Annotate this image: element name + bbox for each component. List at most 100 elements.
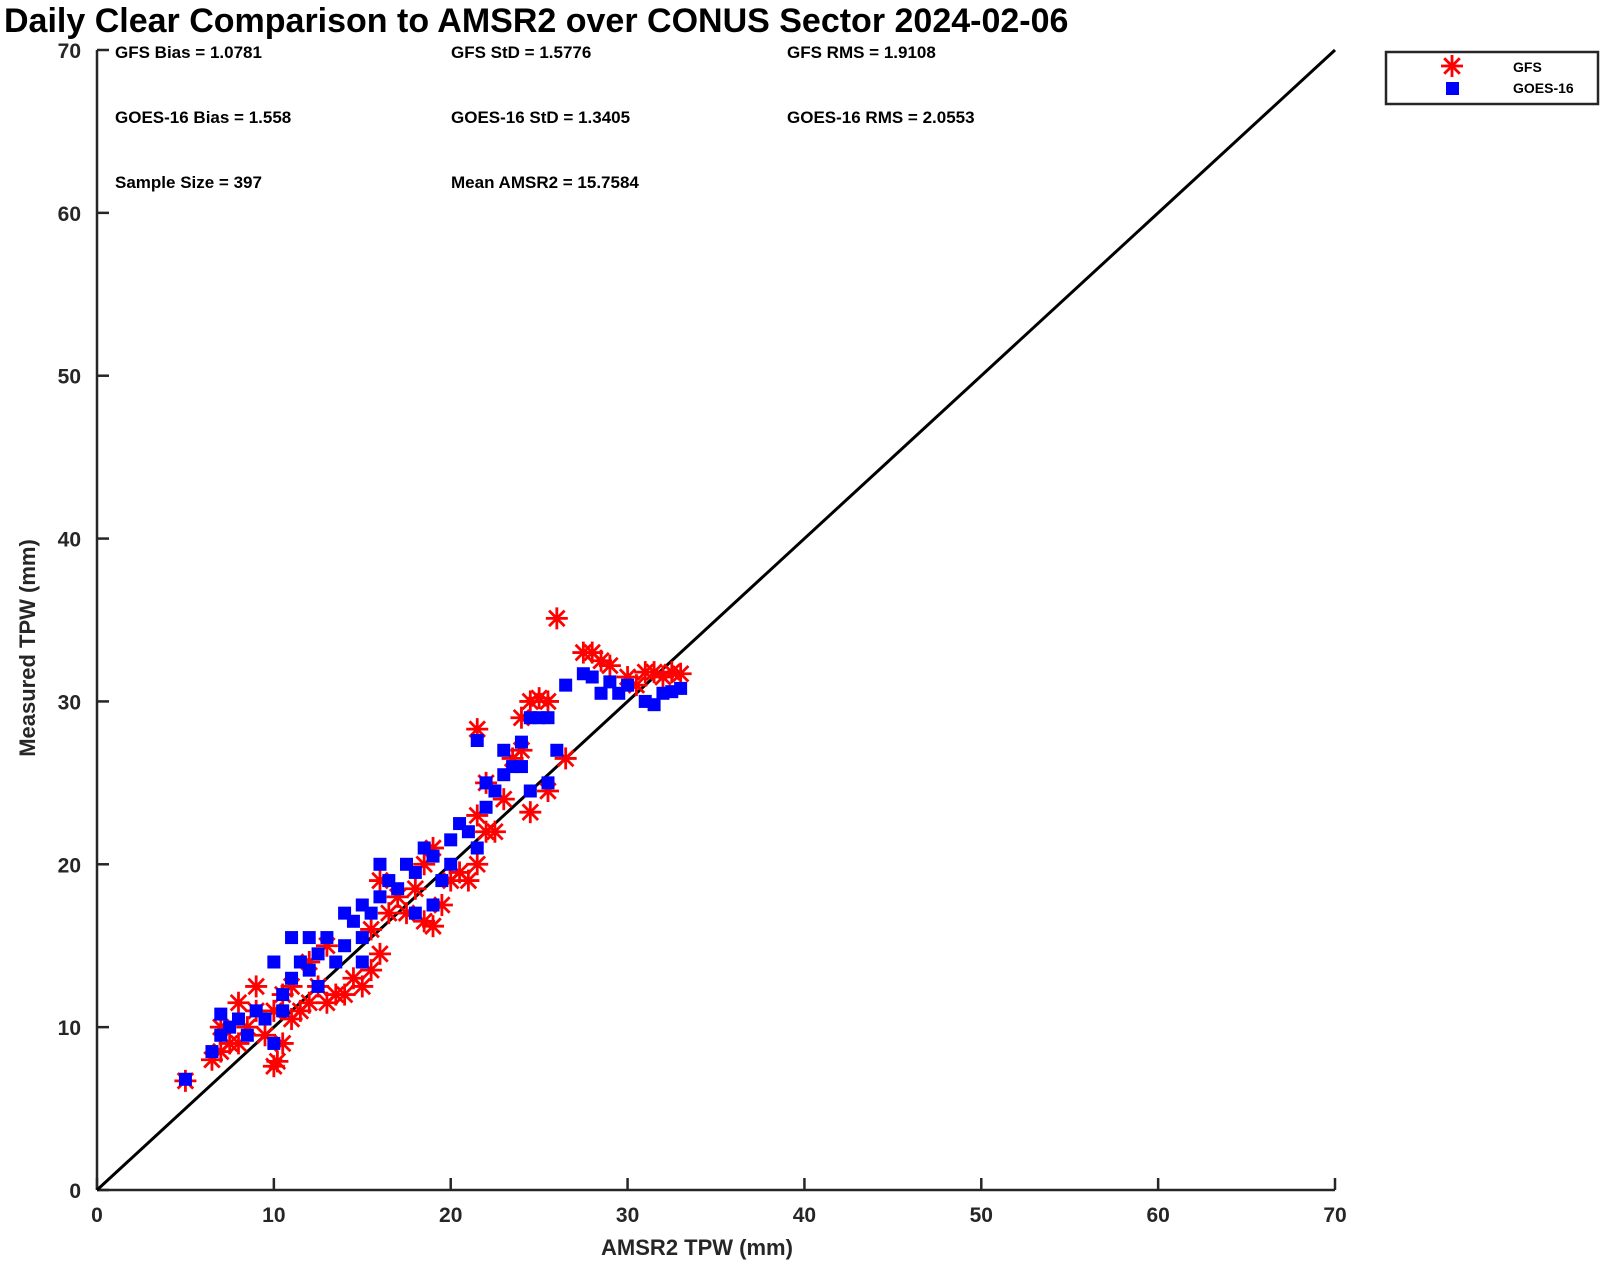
legend-box [1384, 50, 1600, 106]
goes16-point [302, 963, 316, 977]
gfs-point [519, 801, 542, 824]
goes16-point [267, 1036, 281, 1050]
goes16-point [355, 931, 369, 945]
goes16-point [355, 898, 369, 912]
goes16-point [408, 906, 422, 920]
goes16-point [470, 734, 484, 748]
y-axis-label: Measured TPW (mm) [15, 539, 40, 757]
goes16-point [426, 898, 440, 912]
series-gfs [174, 607, 692, 1092]
y-axis-ticks: 0 10 20 30 40 50 60 70 [58, 40, 109, 1203]
legend-gfs-asterisk [1441, 55, 1463, 77]
x-tick-label: 20 [439, 1204, 462, 1227]
x-tick-label: 40 [793, 1204, 816, 1227]
stat-gfs-bias: GFS Bias = 1.0781 [115, 43, 262, 62]
gfs-point [457, 869, 480, 892]
legend-gfs-marker [1441, 55, 1463, 77]
legend-goes16-marker [1446, 82, 1459, 95]
x-tick-label: 10 [262, 1204, 285, 1227]
goes16-point [311, 947, 325, 961]
goes16-point [674, 681, 688, 695]
goes16-point [444, 833, 458, 847]
goes16-point [240, 1028, 254, 1042]
goes16-point [585, 670, 599, 684]
y-tick-label: 10 [58, 1017, 81, 1040]
goes16-point [621, 678, 635, 692]
goes16-point [550, 743, 564, 757]
goes16-point [355, 955, 369, 969]
goes16-point [338, 939, 352, 953]
goes16-point [594, 686, 608, 700]
y-tick-label: 70 [58, 40, 81, 63]
goes16-point [444, 857, 458, 871]
y-tick-label: 60 [58, 203, 81, 226]
goes16-point [541, 776, 555, 790]
goes16-point [214, 1007, 228, 1021]
goes16-point [541, 711, 555, 725]
gfs-point [545, 607, 568, 630]
gfs-point [333, 983, 356, 1006]
goes16-point [311, 979, 325, 993]
x-tick-label: 70 [1323, 1204, 1346, 1227]
statistics-text: GFS Bias = 1.0781 GFS StD = 1.5776 GFS R… [115, 43, 975, 192]
goes16-point [647, 698, 661, 712]
goes16-point [373, 890, 387, 904]
legend-goes16-label: GOES-16 [1513, 80, 1574, 96]
gfs-point [266, 1050, 289, 1073]
goes16-point [435, 874, 449, 888]
gfs-point [466, 853, 489, 876]
x-tick-label: 30 [616, 1204, 639, 1227]
gfs-point [483, 820, 506, 843]
goes16-point [488, 784, 502, 798]
stat-gfs-rms: GFS RMS = 1.9108 [787, 43, 936, 62]
stat-goes-rms: GOES-16 RMS = 2.0553 [787, 108, 975, 127]
goes16-point [285, 971, 299, 985]
goes16-point [346, 914, 360, 928]
y-tick-label: 20 [58, 854, 81, 877]
x-axis-label: AMSR2 TPW (mm) [601, 1235, 793, 1260]
goes16-point [373, 857, 387, 871]
goes16-point [276, 988, 290, 1002]
goes16-point [514, 760, 528, 774]
y-tick-label: 50 [58, 366, 81, 389]
goes16-point [408, 865, 422, 879]
gfs-point [422, 915, 445, 938]
stat-gfs-std: GFS StD = 1.5776 [451, 43, 591, 62]
gfs-point [404, 877, 427, 900]
goes16-point [514, 735, 528, 749]
y-tick-label: 0 [69, 1180, 81, 1203]
stat-mean-amsr2: Mean AMSR2 = 15.7584 [451, 173, 639, 192]
goes16-point [258, 1012, 272, 1026]
gfs-point [351, 975, 374, 998]
y-tick-label: 40 [58, 529, 81, 552]
x-tick-label: 0 [91, 1204, 103, 1227]
one-to-one-line [95, 48, 1337, 1192]
stat-goes-std: GOES-16 StD = 1.3405 [451, 108, 630, 127]
goes16-point [205, 1045, 219, 1059]
stat-goes-bias: GOES-16 Bias = 1.558 [115, 108, 291, 127]
goes16-point [285, 931, 299, 945]
goes16-point [461, 825, 475, 839]
gfs-point [492, 788, 515, 811]
goes16-point [320, 931, 334, 945]
x-tick-label: 50 [970, 1204, 993, 1227]
gfs-point [536, 690, 559, 713]
goes16-point [426, 849, 440, 863]
x-axis-ticks: 0 10 20 30 40 50 60 70 [91, 1178, 1347, 1227]
goes16-point [559, 678, 573, 692]
gfs-point [245, 975, 268, 998]
chart-title: Daily Clear Comparison to AMSR2 over CON… [4, 2, 1068, 40]
goes16-point [267, 955, 281, 969]
legend-gfs-label: GFS [1513, 59, 1542, 75]
gfs-point [669, 662, 692, 685]
legend: GFS GOES-16 [1384, 50, 1600, 106]
series-goes16 [178, 667, 688, 1086]
goes16-point [391, 882, 405, 896]
goes16-point [178, 1072, 192, 1086]
goes16-point [302, 931, 316, 945]
goes16-point [603, 675, 617, 689]
gfs-point [298, 991, 321, 1014]
gfs-point [643, 661, 666, 684]
stat-sample-size: Sample Size = 397 [115, 173, 262, 192]
